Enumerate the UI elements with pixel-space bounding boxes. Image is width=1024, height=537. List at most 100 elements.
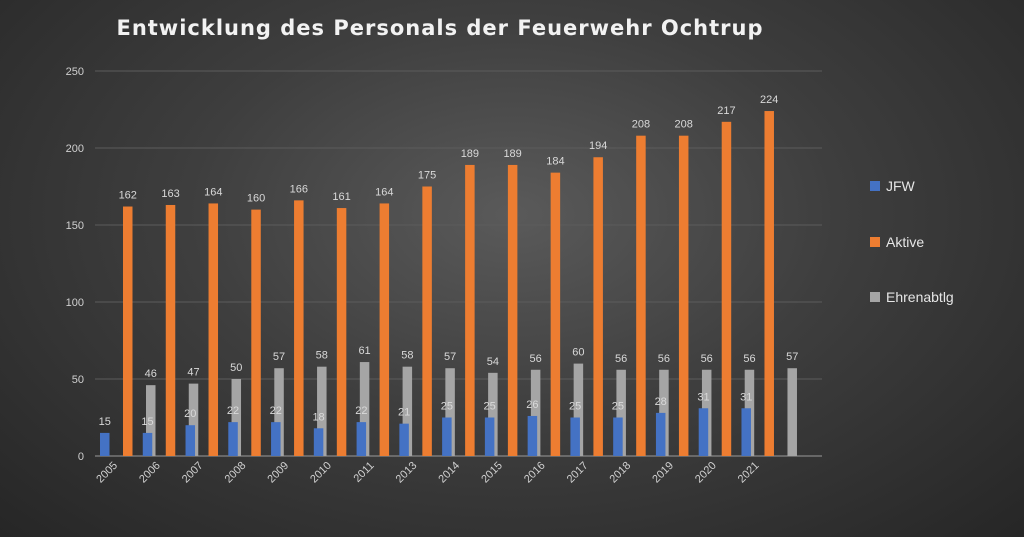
bar-jfw-2009 [271, 422, 281, 456]
data-label: 57 [444, 351, 456, 363]
data-label: 31 [697, 391, 709, 403]
x-tick-label: 2017 [565, 460, 591, 486]
bar-ehrenabtlg-2007 [231, 379, 242, 456]
data-label: 60 [572, 347, 584, 359]
bar-ehrenabtlg-2006 [188, 383, 199, 456]
data-label: 58 [316, 350, 328, 362]
bar-aktive-2016 [550, 172, 561, 456]
bar-aktive-2010 [336, 208, 347, 456]
bar-aktive-2021 [764, 111, 774, 456]
data-label: 21 [398, 407, 410, 419]
data-label: 50 [230, 362, 242, 374]
x-tick-label: 2014 [436, 460, 462, 486]
data-label: 25 [612, 401, 624, 413]
bar-jfw-2014 [442, 417, 452, 456]
data-label: 15 [141, 416, 153, 428]
x-tick-label: 2018 [607, 460, 633, 486]
data-label: 56 [701, 353, 713, 365]
bar-aktive-2005 [123, 206, 133, 456]
data-label: 28 [655, 396, 667, 408]
bar-aktive-2020 [721, 121, 732, 456]
data-label: 58 [401, 350, 413, 362]
bar-jfw-2018 [613, 417, 623, 456]
bar-aktive-2009 [294, 200, 304, 456]
data-label: 56 [530, 353, 542, 365]
bar-jfw-2017 [570, 417, 580, 456]
bar-ehrenabtlg-2017 [616, 369, 626, 456]
bar-ehrenabtlg-2011 [402, 366, 413, 456]
x-tick-label: 2016 [522, 460, 548, 486]
bar-jfw-2021 [741, 408, 751, 456]
data-label: 46 [145, 368, 157, 380]
legend-swatch-jfw [870, 181, 880, 191]
legend-label: Ehrenabtlg [886, 289, 954, 305]
bar-aktive-2014 [465, 164, 475, 456]
data-label: 57 [786, 351, 798, 363]
bar-aktive-2007 [208, 203, 219, 456]
data-label: 54 [487, 356, 499, 368]
data-label: 31 [740, 391, 752, 403]
data-label: 57 [273, 351, 285, 363]
data-label: 217 [717, 105, 735, 117]
bar-ehrenabtlg-2010 [359, 362, 370, 456]
data-label: 22 [270, 405, 282, 417]
data-label: 25 [569, 401, 581, 413]
data-label: 61 [358, 345, 370, 357]
data-label: 26 [526, 399, 538, 411]
x-tick-label: 2007 [180, 460, 206, 486]
x-tick-label: 2019 [650, 460, 676, 486]
data-label: 25 [441, 401, 453, 413]
data-label: 224 [760, 94, 778, 106]
bar-aktive-2008 [251, 209, 261, 456]
data-label: 208 [632, 119, 650, 131]
bar-aktive-2015 [507, 164, 518, 456]
data-label: 164 [375, 186, 393, 198]
data-label: 189 [503, 148, 521, 160]
data-label: 47 [187, 367, 199, 379]
bar-ehrenabtlg-2021 [787, 368, 797, 456]
data-label: 22 [227, 405, 239, 417]
x-tick-label: 2005 [94, 460, 120, 486]
legend-swatch-aktive [870, 237, 880, 247]
x-tick-label: 2021 [736, 460, 762, 486]
data-label: 175 [418, 170, 436, 182]
data-label: 18 [312, 411, 324, 423]
x-tick-label: 2011 [351, 460, 376, 485]
data-label: 22 [355, 405, 367, 417]
data-label: 25 [484, 401, 496, 413]
data-label: 56 [743, 353, 755, 365]
data-label: 184 [546, 156, 564, 168]
bar-jfw-2011 [356, 422, 367, 456]
bar-jfw-2019 [655, 412, 666, 456]
bar-jfw-2020 [698, 408, 709, 456]
bar-aktive-2019 [678, 135, 689, 456]
data-label: 189 [461, 148, 479, 160]
data-label: 15 [99, 416, 111, 428]
data-label: 161 [332, 191, 350, 203]
data-label: 160 [247, 193, 265, 205]
bar-ehrenabtlg-2013 [445, 368, 455, 456]
x-tick-label: 2009 [265, 460, 291, 486]
bar-aktive-2013 [422, 186, 432, 456]
y-tick-label: 50 [72, 374, 84, 386]
data-label: 194 [589, 140, 607, 152]
data-label: 56 [615, 353, 627, 365]
data-label: 164 [204, 186, 222, 198]
bar-ehrenabtlg-2005 [146, 385, 156, 456]
bar-ehrenabtlg-2009 [317, 366, 327, 456]
bar-jfw-2008 [228, 422, 238, 456]
data-label: 56 [658, 353, 670, 365]
bar-aktive-2006 [165, 204, 176, 456]
y-tick-label: 250 [66, 66, 84, 78]
bar-ehrenabtlg-2016 [573, 363, 584, 456]
bar-jfw-2010 [313, 428, 324, 456]
legend-label: JFW [886, 178, 916, 194]
bar-jfw-2016 [527, 415, 538, 456]
chart-title: Entwicklung des Personals der Feuerwehr … [116, 16, 764, 40]
y-tick-label: 0 [78, 451, 84, 463]
data-label: 162 [119, 190, 137, 202]
x-tick-label: 2015 [479, 460, 505, 486]
bar-ehrenabtlg-2008 [274, 368, 284, 456]
